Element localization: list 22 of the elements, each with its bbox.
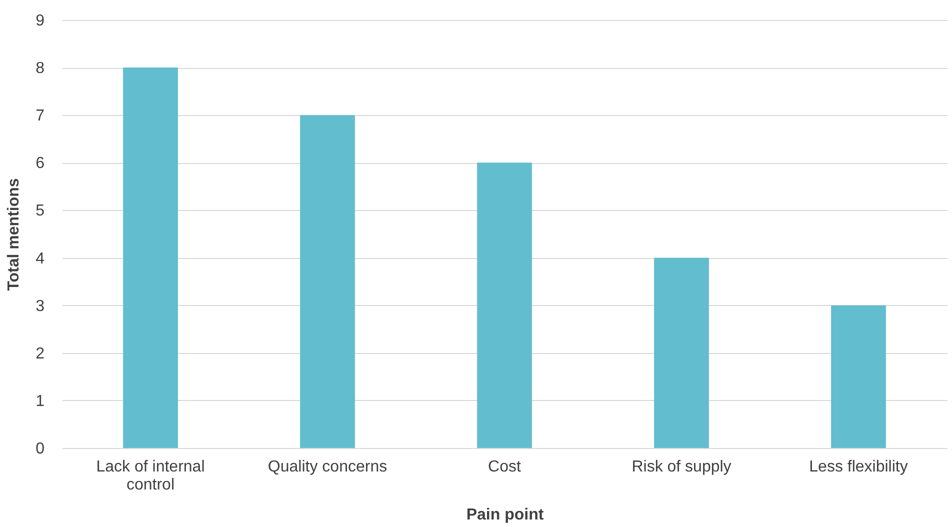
x-tick-label: Risk of supply (632, 458, 732, 476)
y-tick-label: 3 (36, 298, 45, 315)
y-tick-label: 2 (36, 345, 45, 362)
x-axis-title: Pain point (466, 506, 544, 524)
y-tick-label: 8 (36, 60, 45, 78)
bar (123, 68, 178, 448)
y-tick-label: 7 (36, 108, 45, 125)
x-tick-label: Cost (488, 458, 522, 476)
bar (831, 305, 886, 448)
y-tick-label: 5 (36, 202, 45, 220)
bar (300, 115, 355, 448)
y-tick-label: 0 (36, 440, 45, 458)
x-tick-label: Less flexibility (809, 458, 908, 476)
y-tick-label: 9 (36, 12, 45, 30)
y-tick-label: 1 (36, 392, 45, 410)
x-tick-label: Lack of internal control (96, 458, 205, 494)
bar (654, 258, 709, 448)
y-tick-label: 4 (36, 250, 45, 268)
y-axis-title: Total mentions (6, 178, 23, 291)
x-tick-label: Quality concerns (268, 458, 388, 476)
bar (477, 162, 532, 448)
y-tick-label: 6 (36, 155, 45, 172)
